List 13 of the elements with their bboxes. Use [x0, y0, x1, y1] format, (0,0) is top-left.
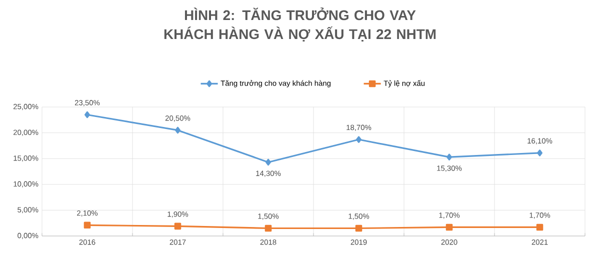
point: [536, 224, 544, 231]
point: [174, 222, 182, 230]
point: [537, 150, 542, 156]
point: [446, 224, 453, 231]
chart-title: HÌNH 2: TĂNG TRƯỞNG CHO VAY KHÁCH HÀNG VÀ NỢ XẤU TẠI 22 NHTM: [164, 8, 436, 42]
point: [175, 126, 180, 134]
point: [356, 136, 362, 143]
point: [84, 111, 90, 118]
point: [266, 158, 271, 166]
point: [355, 224, 362, 232]
point: [84, 222, 91, 229]
point: [446, 154, 452, 160]
point: [264, 224, 272, 232]
